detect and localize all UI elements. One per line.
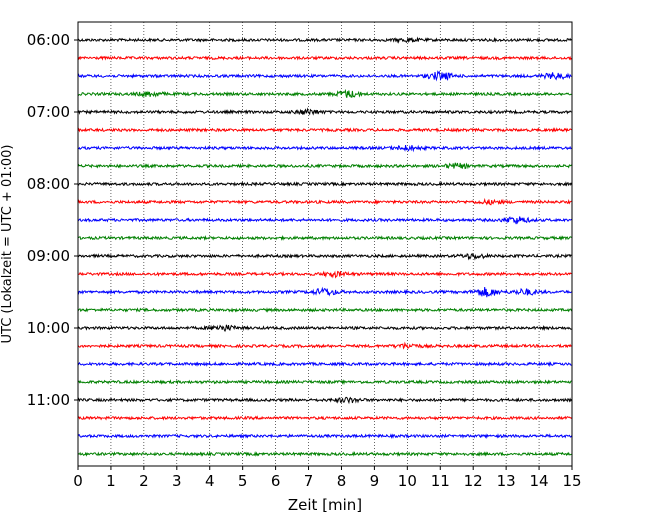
x-tick-label: 11 xyxy=(431,472,450,490)
seismic-trace xyxy=(77,36,572,44)
seismic-trace xyxy=(77,270,572,279)
y-tick-label: 09:00 xyxy=(27,247,70,265)
x-tick-label: 13 xyxy=(497,472,516,490)
seismic-trace xyxy=(77,107,572,116)
seismic-trace xyxy=(77,197,572,206)
seismic-trace xyxy=(77,127,572,133)
seismic-trace xyxy=(77,55,572,61)
x-tick-label: 5 xyxy=(238,472,248,490)
x-tick-label: 10 xyxy=(398,472,417,490)
y-axis: 06:00 07:00 08:00 09:00 10:00 11:00 xyxy=(27,31,78,409)
x-tick-label: 9 xyxy=(370,472,380,490)
seismic-trace xyxy=(77,181,572,187)
seismic-trace xyxy=(77,234,572,242)
seismic-trace xyxy=(77,162,572,170)
y-tick-label: 06:00 xyxy=(27,31,70,49)
seismic-trace xyxy=(77,307,572,313)
y-tick-label: 11:00 xyxy=(27,391,70,409)
x-tick-label: 14 xyxy=(530,472,549,490)
x-axis: 0 1 2 3 4 5 6 7 8 9 10 11 12 13 14 15 xyxy=(73,466,582,490)
seismic-trace xyxy=(77,286,572,298)
seismic-trace xyxy=(77,216,572,225)
seismic-trace xyxy=(77,324,572,333)
x-tick-label: 12 xyxy=(464,472,483,490)
seismic-trace xyxy=(77,70,572,82)
x-tick-label: 8 xyxy=(337,472,347,490)
seismic-trace xyxy=(77,415,572,421)
plot-frame xyxy=(77,21,573,467)
x-axis-label: Zeit [min] xyxy=(288,496,362,514)
seismic-trace xyxy=(77,451,572,457)
x-tick-label: 4 xyxy=(205,472,215,490)
y-tick-label: 08:00 xyxy=(27,175,70,193)
seismic-trace xyxy=(77,144,572,153)
seismic-trace xyxy=(77,252,572,261)
seismic-trace xyxy=(77,378,572,386)
seismic-trace xyxy=(77,361,572,368)
trace-group xyxy=(77,36,572,457)
x-tick-label: 6 xyxy=(271,472,281,490)
y-tick-label: 10:00 xyxy=(27,319,70,337)
y-tick-label: 07:00 xyxy=(27,103,70,121)
x-tick-label: 2 xyxy=(139,472,149,490)
x-tick-label: 3 xyxy=(172,472,182,490)
grid-lines xyxy=(110,22,540,466)
seismic-trace xyxy=(77,88,572,98)
x-tick-label: 1 xyxy=(106,472,116,490)
seismic-trace xyxy=(77,341,572,350)
x-tick-label: 15 xyxy=(562,472,581,490)
seismic-trace xyxy=(77,396,572,405)
seismic-trace xyxy=(77,433,572,439)
x-tick-label: 7 xyxy=(304,472,314,490)
y-axis-label: UTC (Lokalzeit = UTC + 01:00) xyxy=(0,145,15,344)
x-tick-label: 0 xyxy=(73,472,83,490)
